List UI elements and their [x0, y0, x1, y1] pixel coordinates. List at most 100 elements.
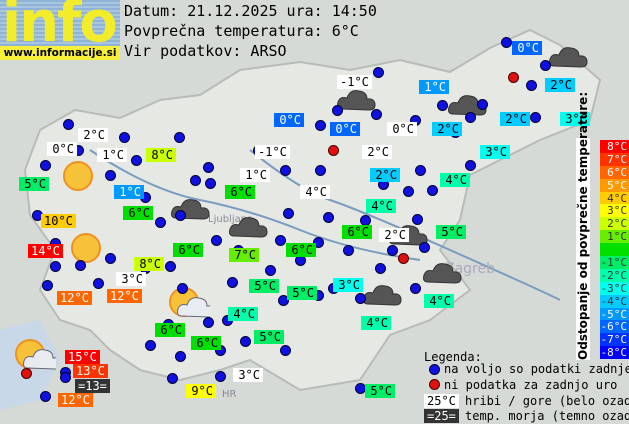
- station-dot[interactable]: [530, 112, 541, 123]
- station-dot[interactable]: [105, 253, 116, 264]
- station-temperature: 4°C: [440, 173, 470, 187]
- station-temperature: 5°C: [249, 279, 279, 293]
- station-no-data-dot[interactable]: [398, 253, 409, 264]
- station-temperature: 0°C: [47, 142, 77, 156]
- station-dot[interactable]: [403, 186, 414, 197]
- station-dot[interactable]: [375, 263, 386, 274]
- station-dot[interactable]: [40, 391, 51, 402]
- station-temperature: 3°C: [333, 278, 363, 292]
- station-dot[interactable]: [355, 293, 366, 304]
- station-no-data-dot[interactable]: [508, 72, 519, 83]
- station-temperature: 2°C: [362, 145, 392, 159]
- station-dot[interactable]: [315, 165, 326, 176]
- station-dot[interactable]: [373, 67, 384, 78]
- station-dot[interactable]: [50, 261, 61, 272]
- station-temperature: 3°C: [233, 368, 263, 382]
- station-temperature: 5°C: [365, 384, 395, 398]
- station-dot[interactable]: [437, 100, 448, 111]
- station-dot[interactable]: [203, 162, 214, 173]
- cloud-icon: [447, 90, 489, 128]
- station-dot[interactable]: [190, 175, 201, 186]
- station-no-data-dot[interactable]: [21, 368, 32, 379]
- scale-band: -5°C: [600, 307, 629, 321]
- station-dot[interactable]: [75, 260, 86, 271]
- station-temperature: 2°C: [432, 122, 462, 136]
- station-dot[interactable]: [227, 277, 238, 288]
- scale-band: -8°C: [600, 346, 629, 360]
- station-dot[interactable]: [174, 132, 185, 143]
- station-dot[interactable]: [283, 208, 294, 219]
- cloud-icon: [336, 85, 378, 123]
- station-temperature: 1°C: [240, 168, 270, 182]
- station-dot[interactable]: [332, 105, 343, 116]
- scale-band: 7°C: [600, 152, 629, 166]
- station-dot[interactable]: [501, 37, 512, 48]
- station-dot[interactable]: [167, 373, 178, 384]
- station-dot[interactable]: [465, 112, 476, 123]
- station-dot[interactable]: [315, 120, 326, 131]
- station-temperature: 0°C: [330, 122, 360, 136]
- station-temperature: 1°C: [114, 185, 144, 199]
- station-temperature: 12°C: [107, 289, 142, 303]
- station-dot[interactable]: [119, 132, 130, 143]
- station-dot[interactable]: [177, 283, 188, 294]
- station-dot[interactable]: [415, 165, 426, 176]
- station-dot[interactable]: [465, 160, 476, 171]
- cloud-icon: [422, 258, 464, 296]
- station-temperature: 6°C: [225, 185, 255, 199]
- legend-sea-sample: =25=: [424, 409, 459, 423]
- station-dot[interactable]: [105, 170, 116, 181]
- station-temperature: 15°C: [65, 350, 100, 364]
- station-dot[interactable]: [211, 235, 222, 246]
- station-dot[interactable]: [205, 178, 216, 189]
- logo-url[interactable]: www.informacije.si: [0, 46, 120, 60]
- station-dot[interactable]: [203, 317, 214, 328]
- station-dot[interactable]: [371, 109, 382, 120]
- station-temperature: 8°C: [146, 148, 176, 162]
- station-dot[interactable]: [275, 235, 286, 246]
- station-temperature: 6°C: [123, 206, 153, 220]
- station-dot[interactable]: [427, 185, 438, 196]
- station-dot[interactable]: [175, 210, 186, 221]
- scale-title: Odstopanje od povprečne temperature:: [576, 91, 590, 360]
- cloud-icon: [548, 42, 590, 80]
- station-dot[interactable]: [165, 261, 176, 272]
- station-dot[interactable]: [526, 80, 537, 91]
- station-dot[interactable]: [278, 295, 289, 306]
- logo-text: info: [2, 0, 118, 55]
- station-temperature: 12°C: [57, 291, 92, 305]
- station-dot[interactable]: [419, 242, 430, 253]
- station-no-data-dot[interactable]: [328, 145, 339, 156]
- station-dot[interactable]: [240, 336, 251, 347]
- station-dot[interactable]: [387, 245, 398, 256]
- station-temperature: 13°C: [73, 364, 108, 378]
- station-dot[interactable]: [42, 280, 53, 291]
- station-dot[interactable]: [155, 217, 166, 228]
- station-dot[interactable]: [280, 165, 291, 176]
- logo[interactable]: info www.informacije.si: [0, 0, 120, 60]
- station-dot[interactable]: [175, 351, 186, 362]
- station-dot[interactable]: [215, 371, 226, 382]
- station-dot[interactable]: [323, 212, 334, 223]
- station-dot[interactable]: [40, 160, 51, 171]
- legend-blue-text: na voljo so podatki zadnje ure: [444, 362, 629, 376]
- station-dot[interactable]: [60, 372, 71, 383]
- station-dot[interactable]: [131, 155, 142, 166]
- station-dot[interactable]: [313, 237, 324, 248]
- station-dot[interactable]: [280, 345, 291, 356]
- station-temperature: =13=: [75, 379, 110, 393]
- station-dot[interactable]: [265, 265, 276, 276]
- legend-red-text: ni podatka za zadnjo uro: [444, 378, 618, 392]
- station-dot[interactable]: [63, 119, 74, 130]
- scale-band: -4°C: [600, 294, 629, 308]
- station-dot[interactable]: [410, 283, 421, 294]
- station-dot[interactable]: [145, 340, 156, 351]
- station-dot[interactable]: [412, 214, 423, 225]
- station-dot[interactable]: [93, 278, 104, 289]
- station-dot[interactable]: [343, 245, 354, 256]
- station-temperature: 6°C: [155, 323, 185, 337]
- scale-band: -7°C: [600, 333, 629, 347]
- station-dot[interactable]: [540, 60, 551, 71]
- station-dot[interactable]: [477, 99, 488, 110]
- station-temperature: 2°C: [370, 168, 400, 182]
